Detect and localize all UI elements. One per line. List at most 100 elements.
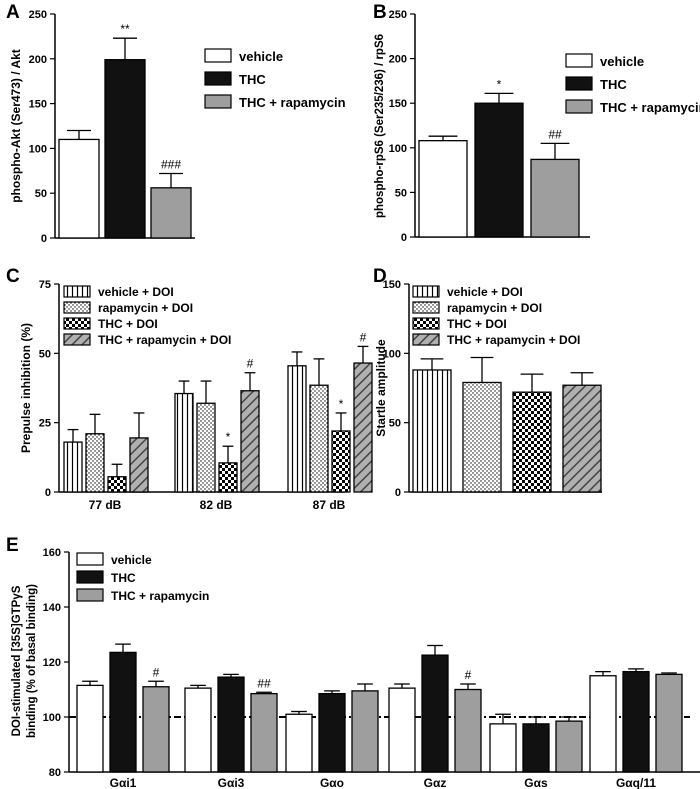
- bar-black: [318, 692, 346, 773]
- bar-checker: [218, 462, 238, 493]
- legend-swatch: [63, 317, 91, 330]
- x-tick-label: Gαi1: [110, 776, 137, 789]
- panel-letter: A: [6, 2, 20, 23]
- legend-entry: THC + rapamycin + DOI: [98, 333, 231, 347]
- bar-white: [76, 684, 104, 773]
- y-tick-label: 100: [43, 712, 61, 724]
- significance-label: ##: [257, 676, 271, 690]
- y-tick-label: 150: [29, 99, 47, 111]
- bar-black: [217, 676, 245, 773]
- bar-diagonal-stripes: [129, 437, 149, 493]
- bar-dots: [85, 433, 105, 493]
- bar-grey: [454, 688, 482, 773]
- x-tick-label: Gαo: [320, 776, 344, 789]
- x-tick-label: Gαi3: [218, 776, 245, 789]
- panel-letter: B: [373, 2, 387, 23]
- legend-entry: THC + rapamycin + DOI: [447, 333, 580, 347]
- y-tick-label: 50: [395, 187, 407, 199]
- significance-label: ###: [161, 157, 181, 171]
- legend-entry: vehicle + DOI: [98, 285, 174, 299]
- panel-letter: D: [373, 266, 387, 287]
- legend-swatch: [76, 552, 104, 566]
- bar-diagonal-stripes: [562, 384, 602, 493]
- significance-label: #: [153, 665, 160, 679]
- bar-diagonal-stripes: [353, 362, 373, 493]
- x-tick-label: 87 dB: [313, 498, 346, 512]
- bar-grey: [250, 692, 278, 773]
- bar-black: [622, 670, 650, 773]
- panel-d: D Startle amplitude 0 50 100 150 vehicle + DOI…: [373, 266, 602, 499]
- bar-white: [589, 675, 617, 773]
- y-tick-label: 140: [43, 602, 61, 614]
- legend-swatch: [63, 333, 91, 346]
- legend-swatch: [63, 301, 91, 314]
- significance-label: #: [465, 668, 472, 682]
- y-tick-label: 50: [39, 348, 51, 360]
- legend-swatch: [412, 333, 440, 346]
- legend-entry: THC + rapamycin: [239, 95, 346, 110]
- legend-entry: vehicle: [239, 49, 283, 64]
- y-tick-label: 250: [389, 9, 407, 21]
- legend-swatch: [204, 71, 232, 86]
- bar-vertical-stripes: [174, 392, 194, 493]
- bar-black: [474, 102, 524, 238]
- legend-entry: THC + DOI: [447, 317, 507, 331]
- y-tick-label: 150: [389, 98, 407, 110]
- x-tick-label: 77 dB: [89, 498, 122, 512]
- y-axis-label: phospho-Akt (Ser473) / Akt: [9, 49, 23, 203]
- y-tick-label: 75: [39, 279, 51, 291]
- y-tick-label: 100: [389, 143, 407, 155]
- bar-white: [58, 138, 100, 239]
- bar-vertical-stripes: [412, 369, 452, 493]
- bar-diagonal-stripes: [240, 390, 260, 493]
- y-tick-label: 25: [39, 418, 51, 430]
- panel-c: C Prepulse inhibition (%) 0 25 50 75 77 dB * #82…: [6, 266, 373, 512]
- legend-swatch: [565, 53, 593, 68]
- legend-swatch: [412, 317, 440, 330]
- y-tick-label: 0: [401, 232, 407, 244]
- bar-white: [418, 140, 468, 238]
- bar-dots: [196, 402, 216, 493]
- legend-swatch: [76, 570, 104, 584]
- significance-label: #: [360, 330, 367, 344]
- legend-entry: rapamycin + DOI: [447, 301, 542, 315]
- x-tick-label: Gαs: [524, 776, 548, 789]
- legend-entry: THC + DOI: [98, 317, 158, 331]
- legend-entry: THC: [111, 571, 136, 585]
- legend-entry: vehicle + DOI: [447, 285, 523, 299]
- bar-grey: [530, 158, 580, 238]
- y-tick-label: 150: [383, 279, 401, 291]
- bar-grey: [555, 720, 583, 773]
- y-tick-label: 100: [383, 348, 401, 360]
- y-tick-label: 200: [29, 54, 47, 66]
- y-tick-label: 80: [49, 767, 61, 779]
- legend-swatch: [565, 76, 593, 91]
- panel-letter: E: [6, 535, 19, 556]
- y-axis-label: Prepulse inhibition (%): [19, 323, 33, 453]
- legend-swatch: [412, 285, 440, 298]
- y-tick-label: 200: [389, 54, 407, 66]
- y-tick-label: 120: [43, 657, 61, 669]
- significance-label: *: [226, 430, 231, 444]
- significance-label: *: [339, 397, 344, 411]
- legend-swatch: [204, 48, 232, 63]
- bar-grey: [142, 686, 170, 773]
- bar-black: [104, 59, 146, 239]
- y-tick-label: 0: [41, 233, 47, 245]
- bar-checker: [331, 430, 351, 493]
- x-tick-label: 82 dB: [200, 498, 233, 512]
- y-tick-label: 250: [29, 9, 47, 21]
- bar-checker: [512, 391, 552, 493]
- significance-label: #: [247, 357, 254, 371]
- significance-label: *: [497, 77, 502, 91]
- legend-entry: THC: [239, 72, 266, 87]
- panel-e: E DOI-stimulated [35S]GTPγS binding (% of …: [6, 535, 700, 789]
- bar-vertical-stripes: [63, 441, 83, 493]
- y-tick-label: 160: [43, 547, 61, 559]
- legend-swatch: [412, 301, 440, 314]
- legend-swatch: [204, 94, 232, 109]
- bar-black: [522, 723, 550, 773]
- bar-dots: [309, 384, 329, 493]
